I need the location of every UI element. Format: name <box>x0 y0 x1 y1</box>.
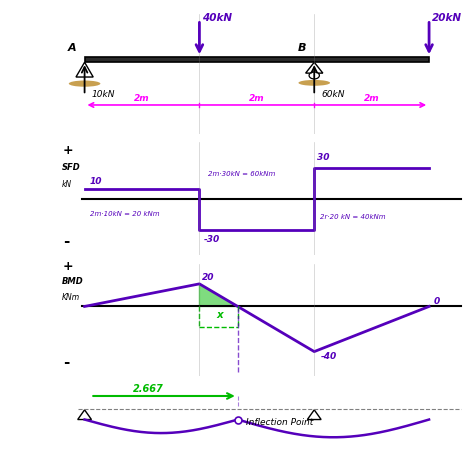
Text: 20: 20 <box>202 273 215 282</box>
Text: Inflection Point: Inflection Point <box>246 418 314 427</box>
Text: 30: 30 <box>317 153 329 162</box>
Text: -40: -40 <box>321 352 337 361</box>
Text: x: x <box>217 310 223 320</box>
Polygon shape <box>307 410 321 420</box>
Text: SFD: SFD <box>62 163 81 172</box>
Ellipse shape <box>299 80 330 86</box>
Text: 2m: 2m <box>249 94 264 103</box>
Text: 2r·20 kN = 40kNm: 2r·20 kN = 40kNm <box>320 214 386 220</box>
Text: 2m: 2m <box>134 94 150 103</box>
Circle shape <box>309 72 319 79</box>
Text: -: - <box>63 356 69 370</box>
Text: 60kN: 60kN <box>321 90 345 99</box>
Text: +: + <box>63 260 73 273</box>
Text: 20kN: 20kN <box>432 13 462 22</box>
Polygon shape <box>200 284 237 307</box>
Text: -: - <box>63 234 69 249</box>
Text: -30: -30 <box>204 235 220 244</box>
Text: KNm: KNm <box>62 292 80 302</box>
Text: +: + <box>63 143 73 157</box>
Text: 10: 10 <box>89 177 102 186</box>
Text: A: A <box>67 43 76 53</box>
Text: 2m: 2m <box>364 94 380 103</box>
Text: kN: kN <box>62 180 72 189</box>
Text: 10kN: 10kN <box>91 90 115 99</box>
Ellipse shape <box>69 80 100 87</box>
Text: 2m·10kN = 20 kNm: 2m·10kN = 20 kNm <box>91 211 160 217</box>
Polygon shape <box>78 410 91 420</box>
Text: B: B <box>298 43 307 53</box>
Text: 0: 0 <box>434 297 440 306</box>
Polygon shape <box>306 62 323 73</box>
Text: 2m·30kN = 60kNm: 2m·30kN = 60kNm <box>208 171 275 177</box>
FancyBboxPatch shape <box>84 57 429 62</box>
Polygon shape <box>76 62 93 77</box>
Text: 40kN: 40kN <box>202 13 232 22</box>
Text: BMD: BMD <box>62 277 83 286</box>
Text: 2.667: 2.667 <box>132 384 163 394</box>
